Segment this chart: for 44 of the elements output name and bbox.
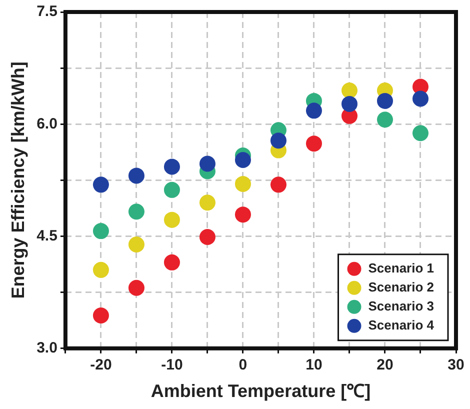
x-tick-label: 20 (376, 356, 394, 374)
legend-label: Scenario 3 (368, 298, 434, 314)
point (164, 254, 180, 270)
legend-label: Scenario 1 (368, 260, 434, 276)
point (306, 136, 322, 152)
point (306, 102, 322, 119)
legend-label: Scenario 2 (368, 279, 434, 294)
point (92, 308, 109, 324)
x-tick-label: -20 (90, 356, 112, 374)
point (412, 125, 428, 142)
point (376, 112, 393, 128)
point (341, 82, 358, 98)
y-axis-title: Energy Efficiency [km/kWh] (8, 62, 28, 299)
y-tick-label: 3.0 (36, 340, 58, 357)
point (92, 223, 109, 240)
y-tick-label: 6.0 (36, 115, 58, 132)
point (164, 182, 180, 198)
point (199, 194, 216, 211)
point (164, 212, 180, 228)
legend-label: Scenario 4 (368, 317, 435, 332)
point (199, 229, 216, 246)
point (128, 168, 144, 184)
point (164, 158, 180, 175)
point (234, 152, 251, 168)
point (270, 176, 286, 193)
point (270, 132, 286, 149)
y-tick-label: 4.5 (36, 227, 58, 244)
point (234, 206, 251, 223)
x-axis-title: Ambient Temperature [℃] (150, 381, 371, 402)
point (412, 90, 428, 107)
x-tick-label: 0 (238, 356, 248, 374)
point (128, 236, 144, 252)
point (199, 156, 216, 172)
point (128, 280, 144, 296)
y-tick-label: 7.5 (36, 3, 58, 20)
point (234, 176, 251, 192)
x-tick-label: -10 (161, 356, 183, 374)
point (376, 92, 393, 109)
point (92, 176, 109, 193)
point (341, 96, 358, 112)
x-tick-label: 30 (448, 356, 464, 374)
point (128, 204, 144, 220)
x-tick-label: 10 (306, 356, 322, 374)
point (92, 262, 109, 278)
